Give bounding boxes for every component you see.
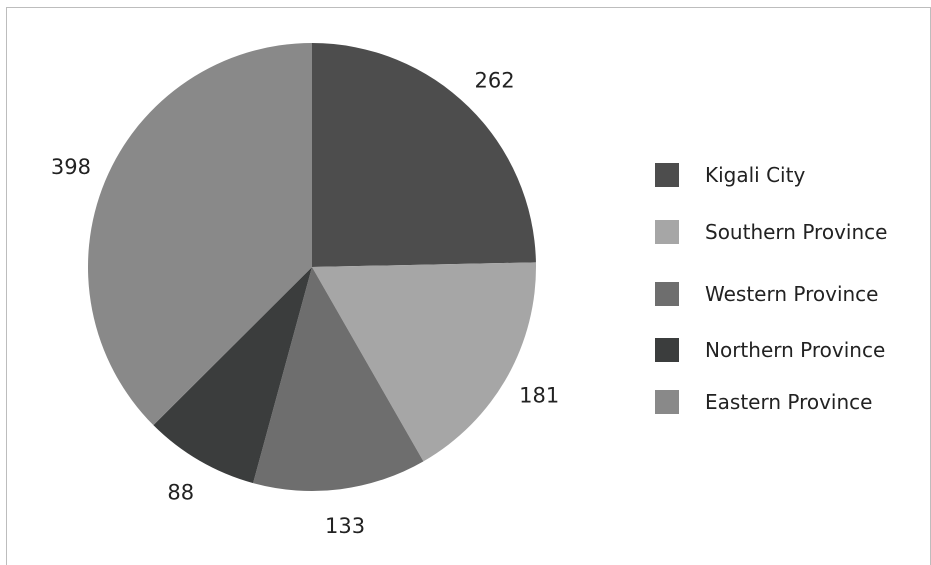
legend-swatch-kigali-city: [655, 163, 679, 187]
legend-swatch-western-province: [655, 282, 679, 306]
legend-swatch-northern-province: [655, 338, 679, 362]
pie-slice-western-province: [253, 267, 424, 492]
legend-item-eastern-province: Eastern Province: [655, 387, 872, 417]
legend-item-southern-province: Southern Province: [655, 217, 887, 247]
pie-slice-southern-province: [312, 262, 536, 462]
legend-item-western-province: Western Province: [655, 279, 878, 309]
legend-swatch-eastern-province: [655, 390, 679, 414]
data-label-kigali-city: 262: [475, 69, 515, 93]
legend-label-southern-province: Southern Province: [705, 220, 888, 244]
data-label-southern-province: 181: [519, 384, 559, 408]
data-label-eastern-province: 398: [51, 155, 91, 179]
pie-slice-northern-province: [153, 267, 312, 484]
data-label-western-province: 133: [325, 514, 365, 538]
legend-item-northern-province: Northern Province: [655, 335, 885, 365]
legend-label-kigali-city: Kigali City: [705, 163, 806, 187]
legend-label-eastern-province: Eastern Province: [705, 390, 873, 414]
legend-label-western-province: Western Province: [705, 282, 879, 306]
pie-slice-eastern-province: [87, 43, 312, 426]
legend-item-kigali-city: Kigali City: [655, 160, 805, 190]
legend-label-northern-province: Northern Province: [705, 338, 886, 362]
legend-swatch-southern-province: [655, 220, 679, 244]
data-label-northern-province: 88: [167, 481, 194, 505]
pie-slice-kigali-city: [312, 43, 536, 267]
